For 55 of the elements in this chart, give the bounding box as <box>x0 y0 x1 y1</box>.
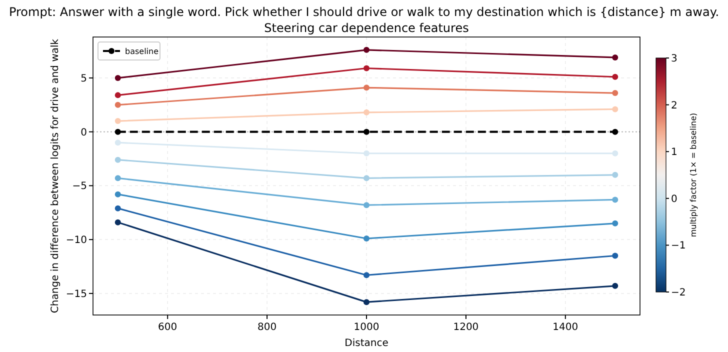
y-axis-title: Change in difference between logits for drive and walk <box>50 38 61 314</box>
point <box>364 202 370 208</box>
y-tick-label: −5 <box>72 181 87 192</box>
point <box>364 299 370 306</box>
point <box>114 74 121 81</box>
x-tick-label: 600 <box>158 322 178 333</box>
point <box>364 175 370 182</box>
y-tick-label: −15 <box>66 288 87 300</box>
point <box>114 219 121 226</box>
point <box>364 46 370 53</box>
point <box>364 272 370 278</box>
x-tick-label: 1200 <box>453 322 479 333</box>
point <box>612 128 618 135</box>
y-tick-label: 0 <box>80 127 87 138</box>
point <box>612 282 618 289</box>
point <box>364 150 370 156</box>
point <box>612 220 618 226</box>
color-bar-label: 3 <box>671 54 678 64</box>
point <box>364 84 370 91</box>
point <box>114 175 121 182</box>
point <box>364 128 370 135</box>
color-bar-title: multiply factor (1× = baseline) <box>689 112 698 238</box>
chart-title: Prompt: Answer with a single word. Pick whether I should drive or walk to my destination which is {distance} m away. <box>8 5 720 19</box>
color-bar-label: −2 <box>671 288 686 298</box>
x-axis-title: Distance <box>344 338 388 349</box>
point <box>114 128 121 135</box>
point <box>612 150 618 156</box>
color-bar-label: 2 <box>671 100 678 112</box>
legend-label: baseline <box>125 47 159 56</box>
color-bar-label: 0 <box>671 194 678 205</box>
point <box>612 106 618 112</box>
point <box>114 191 121 198</box>
color-bar-label: 1 <box>671 147 678 158</box>
x-tick-label: 1400 <box>552 322 578 333</box>
point <box>364 235 370 242</box>
color-bar-label: −1 <box>671 240 686 252</box>
point <box>612 54 618 60</box>
point <box>114 156 121 163</box>
point <box>612 74 618 80</box>
point <box>364 65 370 72</box>
point <box>114 92 121 98</box>
point <box>114 102 121 108</box>
x-tick-label: 800 <box>258 322 277 333</box>
point <box>114 140 121 146</box>
y-tick-label: −10 <box>66 235 87 246</box>
point <box>612 172 618 178</box>
point <box>114 118 121 124</box>
y-tick-label: 5 <box>80 73 87 84</box>
chart-subtitle: Steering car dependence features <box>264 21 469 35</box>
point <box>364 109 370 116</box>
point <box>114 205 121 212</box>
point <box>612 196 618 203</box>
x-tick-label: 1000 <box>354 322 380 333</box>
point <box>612 90 618 96</box>
point <box>612 252 618 259</box>
